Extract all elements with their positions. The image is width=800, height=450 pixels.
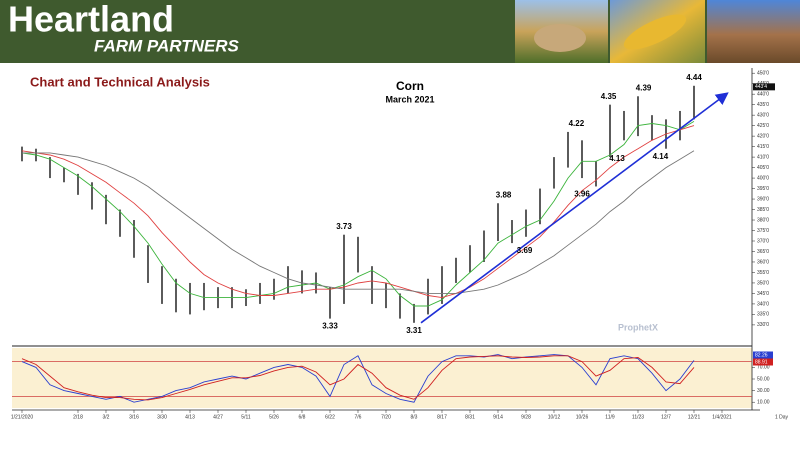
y-tick-label: 395'0 bbox=[757, 186, 769, 192]
x-tick-label: 12/21 bbox=[688, 414, 701, 420]
x-tick-label: 4/27 bbox=[213, 414, 223, 420]
y-tick-label: 370'0 bbox=[757, 238, 769, 244]
y-tick-label: 360'0 bbox=[757, 259, 769, 265]
y-tick-label: 440'0 bbox=[757, 91, 769, 97]
annotation: 3.96 bbox=[574, 190, 590, 199]
annotation: 4.44 bbox=[686, 73, 702, 82]
series-line bbox=[21, 121, 695, 307]
x-tick-label: 5/11 bbox=[241, 414, 251, 420]
y-tick-label: 385'0 bbox=[757, 207, 769, 213]
y-tick-label: 50.00 bbox=[757, 376, 770, 382]
x-tick-label: 3/16 bbox=[129, 414, 139, 420]
y-tick-label: 350'0 bbox=[757, 280, 769, 286]
series-line bbox=[22, 150, 695, 294]
x-tick-label: 11/9 bbox=[605, 414, 615, 420]
last-value-tag bbox=[753, 351, 773, 359]
y-tick-label: 410'0 bbox=[757, 154, 769, 160]
y-tick-label: 420'0 bbox=[757, 133, 769, 139]
y-tick-label: 405'0 bbox=[757, 165, 769, 171]
y-tick-label: 380'0 bbox=[757, 217, 769, 223]
interval: 1 Day bbox=[775, 414, 789, 420]
x-tick-label: 7/6 bbox=[355, 414, 362, 420]
annotation: 3.88 bbox=[496, 190, 512, 199]
x-tick-label: 3/30 bbox=[157, 414, 167, 420]
x-tick-label: 1/21/2020 bbox=[11, 414, 33, 420]
y-tick-label: 430'0 bbox=[757, 112, 769, 118]
y-tick-label: 10.00 bbox=[757, 400, 770, 406]
x-tick-label: 6/22 bbox=[325, 414, 335, 420]
brand-title: Heartland bbox=[8, 0, 174, 40]
header-photo bbox=[623, 14, 687, 50]
last-price-label: 443'4 bbox=[755, 84, 767, 90]
x-tick-label: 7/20 bbox=[381, 414, 391, 420]
x-tick-label: 8/17 bbox=[437, 414, 447, 420]
y-tick-label: 30.00 bbox=[757, 388, 770, 394]
x-tick-label: 12/7 bbox=[661, 414, 671, 420]
x-tick-label: 11/23 bbox=[632, 414, 644, 420]
y-tick-label: 355'0 bbox=[757, 270, 769, 276]
annotation: 4.13 bbox=[609, 154, 625, 163]
x-tick-label: 9/28 bbox=[521, 414, 531, 420]
y-tick-label: 390'0 bbox=[757, 196, 769, 202]
y-tick-label: 340'0 bbox=[757, 301, 769, 307]
y-tick-label: 365'0 bbox=[757, 249, 769, 255]
annotation: 3.73 bbox=[336, 222, 352, 231]
header-photo bbox=[534, 24, 586, 52]
watermark: ProphetX bbox=[618, 322, 658, 332]
x-tick-label: 8/3 bbox=[411, 414, 418, 420]
series-line bbox=[21, 355, 695, 401]
x-tick-label: 8/31 bbox=[465, 414, 475, 420]
annotation: 4.39 bbox=[636, 83, 652, 92]
stoch-panel bbox=[12, 348, 752, 408]
y-tick-label: 450'0 bbox=[757, 71, 769, 77]
last-value-label: 88.91 bbox=[755, 359, 768, 365]
x-tick-label: 2/18 bbox=[73, 414, 83, 420]
x-tick-label: 5/26 bbox=[269, 414, 279, 420]
last-price-tag bbox=[753, 83, 775, 91]
x-tick-label: 1/4/2021 bbox=[712, 414, 732, 420]
series-line bbox=[21, 354, 695, 403]
y-tick-label: 335'0 bbox=[757, 312, 769, 318]
x-tick-label: 10/26 bbox=[576, 414, 589, 420]
chart-subtitle: March 2021 bbox=[385, 94, 434, 104]
annotation: 4.22 bbox=[569, 119, 585, 128]
y-tick-label: 345'0 bbox=[757, 291, 769, 297]
annotation: 3.33 bbox=[322, 322, 338, 331]
x-tick-label: 6/8 bbox=[299, 414, 306, 420]
x-tick-label: 10/12 bbox=[548, 414, 561, 420]
chart-title: Corn bbox=[396, 79, 424, 93]
y-tick-label: 330'0 bbox=[757, 322, 769, 328]
header-photo bbox=[707, 0, 800, 63]
annotation: 3.69 bbox=[517, 246, 533, 255]
y-tick-label: 375'0 bbox=[757, 228, 769, 234]
x-tick-label: 3/2 bbox=[103, 414, 110, 420]
trendline bbox=[420, 92, 729, 324]
heading: Chart and Technical Analysis bbox=[30, 74, 210, 89]
x-tick-label: 4/13 bbox=[185, 414, 195, 420]
y-tick-label: 415'0 bbox=[757, 144, 769, 150]
y-tick-label: 435'0 bbox=[757, 102, 769, 108]
annotation: 4.14 bbox=[653, 152, 669, 161]
y-tick-label: 400'0 bbox=[757, 175, 769, 181]
annotation: 4.35 bbox=[601, 92, 617, 101]
last-value-label: 82.26 bbox=[755, 352, 768, 358]
y-tick-label: 425'0 bbox=[757, 123, 769, 129]
x-tick-label: 9/14 bbox=[493, 414, 503, 420]
last-value-tag bbox=[753, 358, 773, 366]
brand-subtitle: FARM PARTNERS bbox=[94, 36, 239, 55]
y-tick-label: 70.00 bbox=[757, 365, 770, 371]
series-line bbox=[21, 125, 695, 299]
annotation: 3.31 bbox=[406, 326, 422, 335]
